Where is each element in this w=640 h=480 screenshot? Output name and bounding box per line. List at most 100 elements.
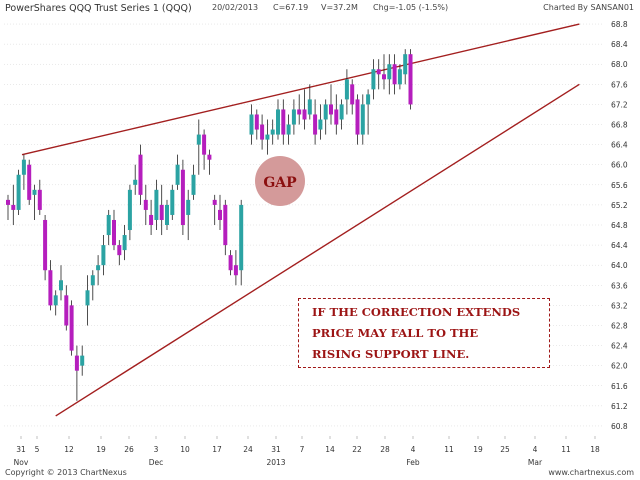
x-tick-sublabel: Mar — [528, 458, 543, 467]
candle — [180, 159, 185, 236]
gap-circle — [255, 156, 305, 206]
y-tick-label: 67.6 — [611, 80, 628, 89]
candle — [170, 184, 175, 220]
candle-body — [117, 245, 122, 256]
candle — [291, 99, 296, 135]
candle-body — [122, 235, 127, 251]
candle-body — [366, 94, 371, 105]
candle — [112, 209, 116, 251]
candle — [382, 54, 386, 90]
candle — [80, 345, 85, 376]
quote-date: 20/02/2013 — [212, 3, 259, 12]
candle-body — [408, 54, 413, 105]
y-tick-label: 64.0 — [611, 261, 628, 270]
candle-body — [307, 99, 312, 115]
x-tick-label: 28 — [380, 445, 390, 454]
candle-body — [191, 174, 196, 195]
x-tick-label: 4 — [533, 445, 538, 454]
candle — [165, 199, 169, 231]
trendlines — [21, 23, 580, 417]
copyright: Copyright © 2013 ChartNexus — [5, 468, 127, 477]
volume: V=37.2M — [321, 3, 358, 12]
y-tick-label: 61.2 — [611, 402, 628, 411]
candle-body — [392, 64, 397, 85]
candle — [16, 169, 21, 215]
candle — [223, 199, 228, 256]
candle — [286, 114, 291, 145]
y-tick-label: 62.4 — [611, 342, 628, 351]
candle-body — [64, 295, 69, 326]
candle — [254, 109, 259, 140]
candle-body — [376, 69, 381, 75]
candle — [196, 119, 201, 175]
price-change: Chg=-1.05 (-1.5%) — [373, 3, 449, 12]
candle-body — [74, 355, 79, 371]
note-line: PRICE MAY FALL TO THE — [312, 326, 479, 340]
candle-body — [170, 189, 175, 215]
y-tick-label: 64.8 — [611, 221, 628, 230]
candle-body — [11, 204, 16, 210]
support-trendline — [55, 83, 580, 417]
candle-body — [127, 189, 132, 231]
x-tick-label: 18 — [590, 445, 600, 454]
candle — [32, 184, 37, 220]
candle — [96, 255, 101, 286]
x-tick-label: 5 — [35, 445, 40, 454]
y-tick-label: 62.8 — [611, 321, 628, 330]
candle — [260, 114, 265, 150]
y-tick-label: 61.6 — [611, 382, 628, 391]
candle — [159, 184, 164, 236]
x-tick-label: 14 — [325, 445, 335, 454]
candle — [207, 149, 212, 175]
candle — [122, 225, 127, 261]
candle — [371, 59, 376, 100]
candle — [387, 54, 392, 95]
y-tick-label: 63.2 — [611, 301, 628, 310]
candle — [175, 154, 180, 190]
candle-body — [106, 214, 111, 236]
candle — [21, 154, 26, 190]
candle — [397, 64, 402, 90]
candle-body — [297, 109, 302, 115]
candle-body — [196, 134, 201, 145]
candle-body — [360, 104, 365, 135]
candle-body — [313, 114, 318, 135]
candle — [281, 99, 286, 145]
y-tick-label: 67.2 — [611, 100, 628, 109]
candle-body — [175, 164, 180, 185]
candle-body — [218, 209, 222, 220]
candle — [329, 84, 333, 125]
correction-note: IF THE CORRECTION EXTENDS PRICE MAY FALL… — [298, 298, 550, 368]
candle — [154, 179, 159, 231]
candle — [11, 184, 16, 225]
y-tick-label: 66.8 — [611, 121, 628, 130]
candle-body — [318, 119, 323, 130]
candle — [276, 99, 280, 140]
candle — [106, 209, 111, 246]
candle — [64, 285, 69, 331]
candle-body — [291, 109, 296, 125]
candle — [43, 214, 48, 281]
candle-body — [302, 109, 307, 120]
x-tick-label: 11 — [561, 445, 571, 454]
candle-body — [212, 199, 217, 205]
candle — [53, 290, 58, 316]
candle-body — [133, 179, 138, 185]
candle — [101, 235, 106, 276]
candle — [74, 345, 79, 401]
candle-body — [276, 109, 280, 135]
candle — [376, 59, 381, 90]
candle — [323, 99, 328, 135]
candle — [318, 104, 323, 140]
candle-body — [27, 164, 32, 200]
candle — [239, 199, 244, 286]
candle-body — [165, 204, 169, 225]
x-tick-label: 31 — [271, 445, 281, 454]
gap-marker: GAP — [255, 156, 305, 206]
candle — [212, 194, 217, 225]
candle-body — [387, 64, 392, 80]
candle — [360, 94, 365, 145]
candle-body — [260, 124, 265, 140]
date-axis: 31 Nov 5 12 19 26 3 Dec 10 17 24 31 2013 7 14 22 28 4 Feb 1… — [14, 436, 600, 467]
candle — [202, 129, 207, 170]
